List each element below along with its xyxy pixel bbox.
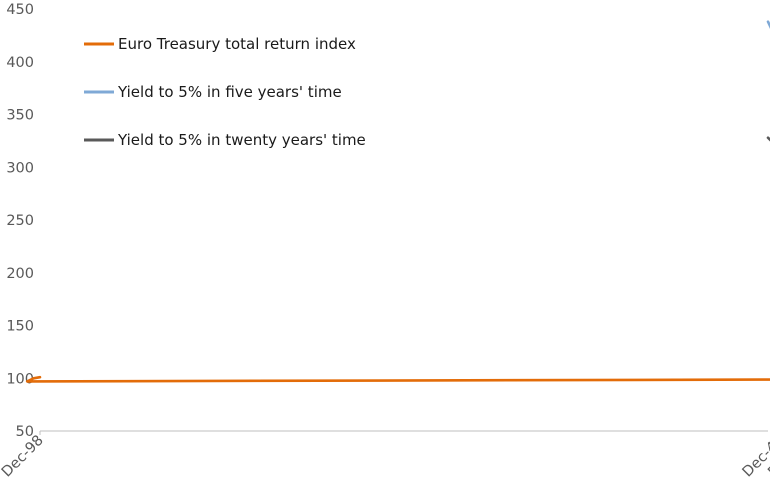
- legend-label-five-years: Yield to 5% in five years' time: [117, 83, 342, 101]
- y-tick-label: 100: [6, 371, 34, 387]
- y-tick-label: 150: [6, 319, 34, 335]
- y-tick-label: 300: [6, 160, 34, 176]
- legend-item-five-years: Yield to 5% in five years' time: [84, 83, 342, 101]
- x-tick-label: Dec-40: [740, 433, 770, 481]
- legend-item-twenty-years: Yield to 5% in twenty years' time: [84, 131, 366, 149]
- legend-item-euro-treasury: Euro Treasury total return index: [84, 35, 356, 53]
- legend-label-twenty-years: Yield to 5% in twenty years' time: [117, 131, 366, 149]
- series-points-1: [767, 21, 769, 22]
- y-tick-label: 250: [6, 213, 34, 229]
- y-axis: 50 100 150 200 250 300 350 400 450: [6, 2, 34, 440]
- legend: Euro Treasury total return index Yield t…: [84, 35, 366, 149]
- series-line-0: [25, 375, 770, 383]
- y-tick-label: 450: [6, 2, 34, 18]
- x-axis: Dec-98Dec-00Dec-02Dec-04Dec-06Dec-08Dec-…: [0, 430, 770, 481]
- y-tick-label: 400: [6, 55, 34, 71]
- y-tick-label: 200: [6, 266, 34, 282]
- y-tick-label: 350: [6, 108, 34, 124]
- series-points-0: [27, 377, 41, 382]
- y-tick-label: 50: [16, 424, 34, 440]
- legend-label-euro-treasury: Euro Treasury total return index: [118, 35, 356, 53]
- series-points-2: [767, 137, 769, 138]
- series-layer: [25, 20, 770, 383]
